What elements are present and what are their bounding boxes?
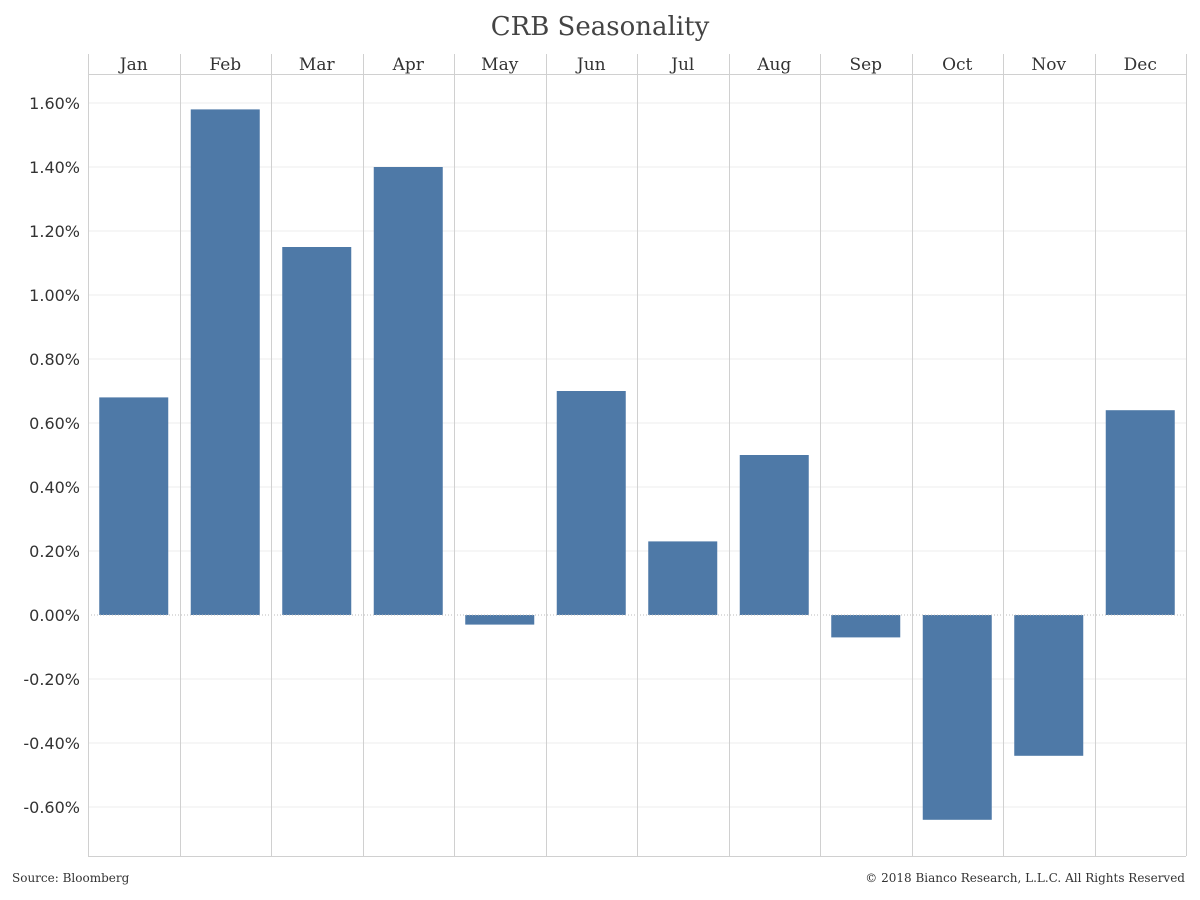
bar-nov [1014,615,1084,756]
y-tick-label: 0.20% [29,542,80,561]
bar-aug [739,455,809,615]
y-tick-label: 1.40% [29,158,80,177]
y-tick-label: -0.40% [23,734,80,753]
y-tick-label: 1.60% [29,94,80,113]
bar-jul [648,541,718,615]
y-tick-label: 0.80% [29,350,80,369]
month-label-jul: Jul [669,55,694,75]
bar-oct [922,615,992,820]
bar-apr [373,167,443,615]
bar-sep [831,615,901,638]
chart-title: CRB Seasonality [490,12,710,42]
y-tick-label: -0.20% [23,670,80,689]
bar-may [465,615,535,625]
bar-jan [99,397,169,615]
month-label-jun: Jun [575,55,606,75]
copyright-note: © 2018 Bianco Research, L.L.C. All Right… [865,871,1185,885]
bar-jun [556,391,626,615]
y-tick-label: 1.20% [29,222,80,241]
bar-feb [190,109,260,616]
month-label-nov: Nov [1031,55,1066,75]
month-label-may: May [481,55,519,75]
month-label-dec: Dec [1124,55,1157,75]
month-label-sep: Sep [849,55,882,75]
month-label-jan: Jan [118,55,148,75]
month-label-aug: Aug [756,55,791,75]
y-tick-label: -0.60% [23,798,80,817]
y-tick-label: 1.00% [29,286,80,305]
month-label-oct: Oct [942,55,972,75]
bar-mar [282,247,352,615]
y-tick-label: 0.40% [29,478,80,497]
source-note: Source: Bloomberg [12,871,130,885]
y-tick-label: 0.60% [29,414,80,433]
bar-dec [1105,410,1175,615]
month-label-apr: Apr [392,55,425,75]
y-tick-label: 0.00% [29,606,80,625]
month-label-mar: Mar [299,55,336,75]
month-label-feb: Feb [209,55,241,75]
